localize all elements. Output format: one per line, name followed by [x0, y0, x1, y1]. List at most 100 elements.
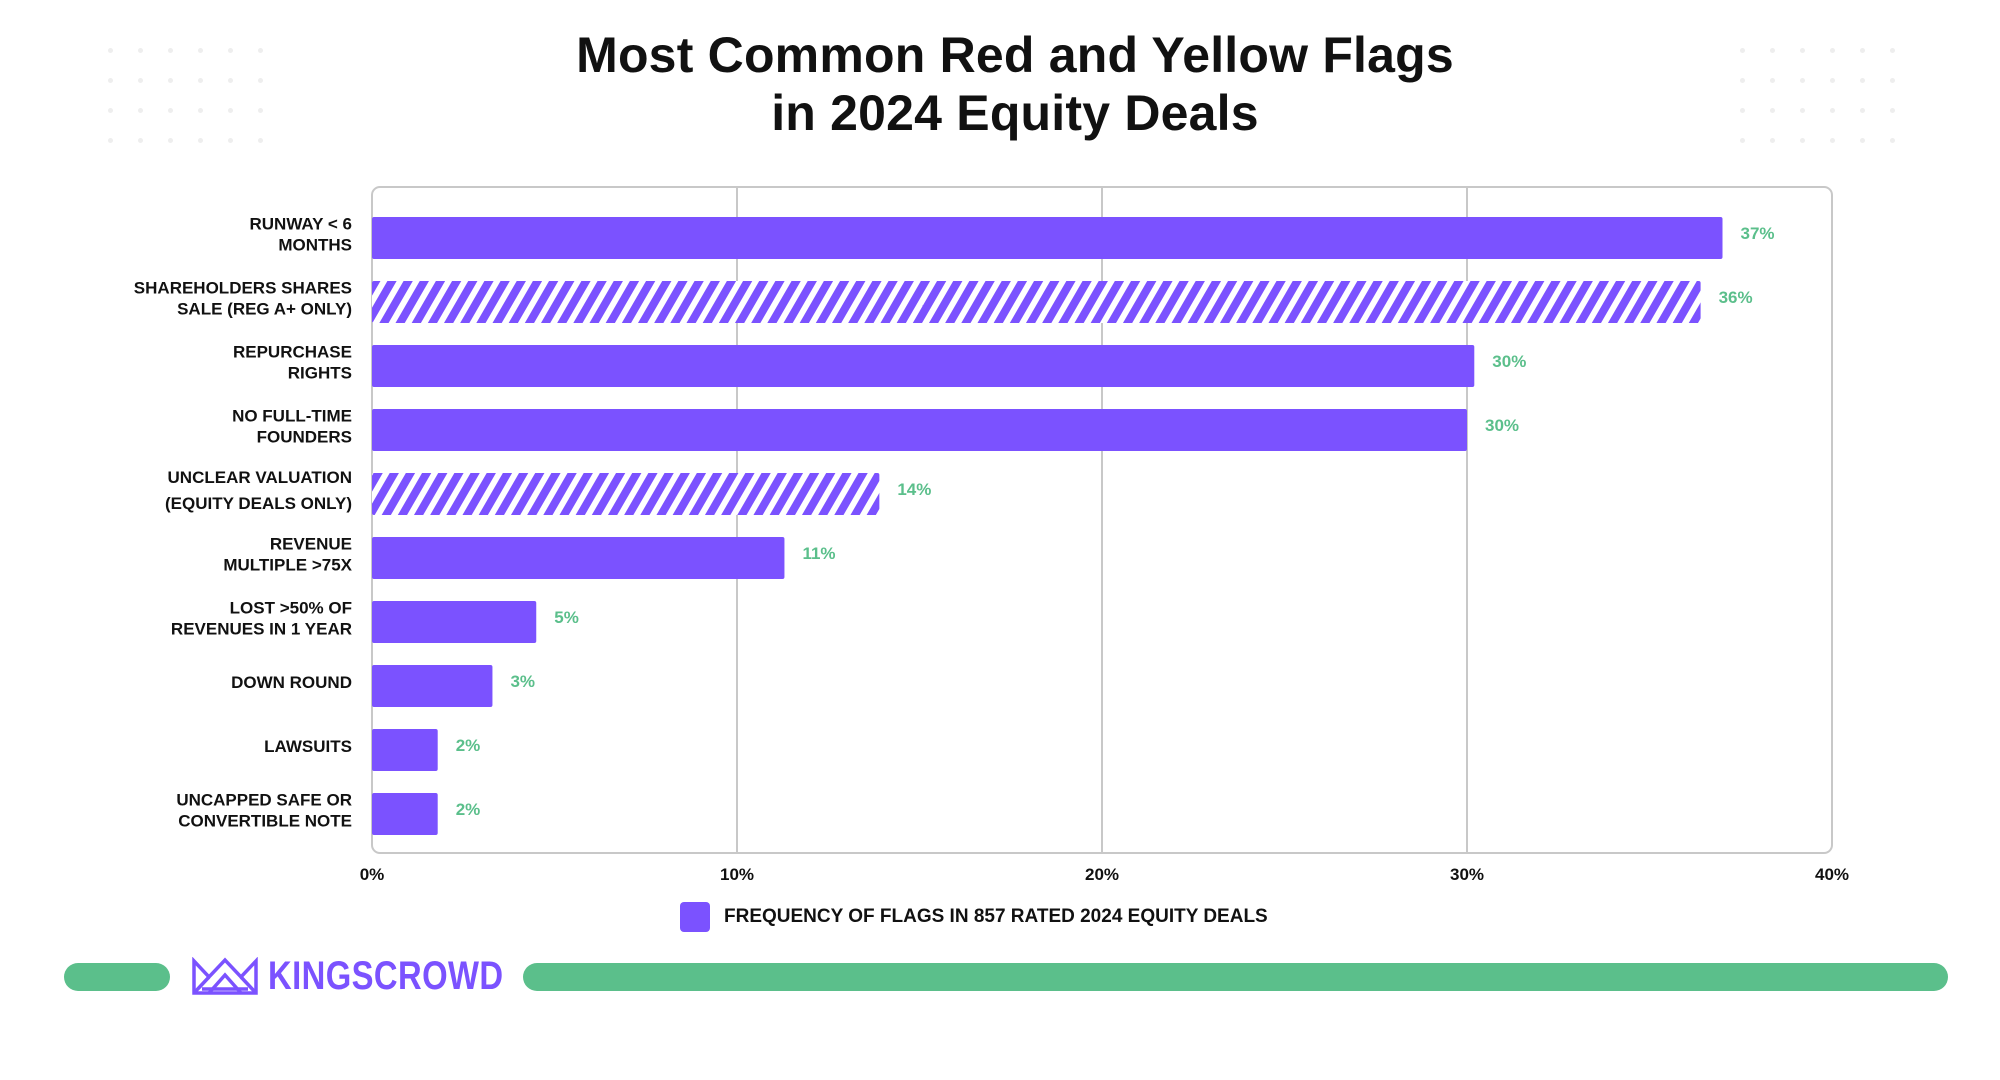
bar: [372, 601, 537, 643]
category-label: LAWSUITS: [264, 737, 352, 756]
crown-icon: [192, 957, 258, 995]
category-label: CONVERTIBLE NOTE: [178, 812, 352, 831]
decorative-dot: [1890, 108, 1895, 113]
decorative-dot: [198, 108, 203, 113]
decorative-dot: [138, 108, 143, 113]
legend-label: FREQUENCY OF FLAGS IN 857 RATED 2024 EQU…: [724, 906, 1268, 927]
decorative-dot: [108, 108, 113, 113]
decorative-dot: [138, 138, 143, 143]
decorative-dot: [1740, 138, 1745, 143]
category-label: SALE (REG A+ ONLY): [177, 300, 352, 319]
decorative-dot: [1860, 108, 1865, 113]
category-label: REVENUES IN 1 YEAR: [171, 620, 352, 639]
bar: [372, 217, 1723, 259]
data-label: 37%: [1741, 224, 1775, 243]
decorative-dot: [1830, 48, 1835, 53]
bars: [372, 217, 1723, 835]
bar: [372, 793, 438, 835]
data-label: 3%: [510, 672, 535, 691]
decorative-dot: [1890, 48, 1895, 53]
kingscrowd-logo: KINGSCROWD: [192, 952, 555, 1000]
category-label: DOWN ROUND: [231, 673, 352, 692]
decorative-dot: [168, 108, 173, 113]
decorative-dot: [228, 48, 233, 53]
decorative-dot: [1860, 138, 1865, 143]
decorative-dot: [258, 138, 263, 143]
category-label: RIGHTS: [288, 364, 352, 383]
footer-bar-left: [64, 963, 170, 991]
decorative-dot: [1830, 108, 1835, 113]
category-label: RUNWAY < 6: [249, 215, 352, 234]
decorative-dot: [1770, 48, 1775, 53]
category-label: REVENUE: [270, 535, 352, 554]
decorative-dot: [1740, 48, 1745, 53]
decorative-dot: [198, 78, 203, 83]
labels: 0% 10% 20% 30% 40% 37% RUNWAY < 6 MONTHS 36% SHAR…: [134, 215, 1849, 885]
decorative-dot: [228, 78, 233, 83]
category-label: LOST >50% OF: [230, 599, 352, 618]
data-label: 2%: [456, 800, 481, 819]
x-tick-label: 40%: [1815, 865, 1849, 884]
decorative-dot: [138, 48, 143, 53]
legend: FREQUENCY OF FLAGS IN 857 RATED 2024 EQU…: [680, 902, 1268, 932]
decorative-dot: [108, 138, 113, 143]
category-label: MULTIPLE >75X: [223, 556, 352, 575]
decorative-dot: [1770, 108, 1775, 113]
bar: [372, 409, 1467, 451]
category-label: REPURCHASE: [233, 343, 352, 362]
decorative-dot: [1830, 138, 1835, 143]
decorative-dot: [228, 108, 233, 113]
decorative-dot: [1860, 48, 1865, 53]
decorative-dot: [198, 138, 203, 143]
category-label: UNCAPPED SAFE OR: [176, 791, 352, 810]
brand-name: KINGSCROWD: [268, 954, 504, 998]
chart-title-line-2: in 2024 Equity Deals: [771, 85, 1259, 141]
decorative-dot-grid-right: [1740, 48, 1910, 148]
decorative-dot: [1890, 138, 1895, 143]
decorative-dot: [168, 78, 173, 83]
decorative-dot: [1740, 108, 1745, 113]
data-label: 14%: [897, 480, 931, 499]
x-tick-label: 10%: [720, 865, 754, 884]
decorative-dot: [1890, 78, 1895, 83]
decorative-dot: [1800, 108, 1805, 113]
data-label: 2%: [456, 736, 481, 755]
x-tick-label: 30%: [1450, 865, 1484, 884]
footer-bar-right: [523, 963, 1948, 991]
x-tick-label: 20%: [1085, 865, 1119, 884]
x-tick-label: 0%: [360, 865, 385, 884]
decorative-dot: [228, 138, 233, 143]
decorative-dot: [258, 48, 263, 53]
decorative-dot: [1830, 78, 1835, 83]
category-label: UNCLEAR VALUATION: [168, 468, 352, 487]
legend-swatch: [680, 902, 710, 932]
data-label: 11%: [802, 544, 835, 563]
decorative-dot: [1770, 78, 1775, 83]
category-label: MONTHS: [278, 236, 352, 255]
bar: [372, 537, 785, 579]
category-label: FOUNDERS: [257, 428, 352, 447]
bar: [372, 345, 1475, 387]
decorative-dot: [138, 78, 143, 83]
category-label: SHAREHOLDERS SHARES: [134, 279, 352, 298]
decorative-dot: [258, 108, 263, 113]
decorative-dot: [1800, 138, 1805, 143]
bar: [372, 665, 493, 707]
decorative-dot: [1860, 78, 1865, 83]
decorative-dot: [198, 48, 203, 53]
decorative-dot: [168, 138, 173, 143]
category-label: (EQUITY DEALS ONLY): [165, 494, 352, 513]
bar: [372, 729, 438, 771]
decorative-dot: [108, 48, 113, 53]
decorative-dot: [1770, 138, 1775, 143]
data-label: 30%: [1485, 416, 1519, 435]
bar: [372, 281, 1701, 323]
decorative-dot: [1800, 48, 1805, 53]
category-label: NO FULL-TIME: [232, 407, 352, 426]
decorative-dot: [1740, 78, 1745, 83]
decorative-dot: [108, 78, 113, 83]
decorative-dot: [258, 78, 263, 83]
data-label: 36%: [1719, 288, 1753, 307]
decorative-dot: [1800, 78, 1805, 83]
